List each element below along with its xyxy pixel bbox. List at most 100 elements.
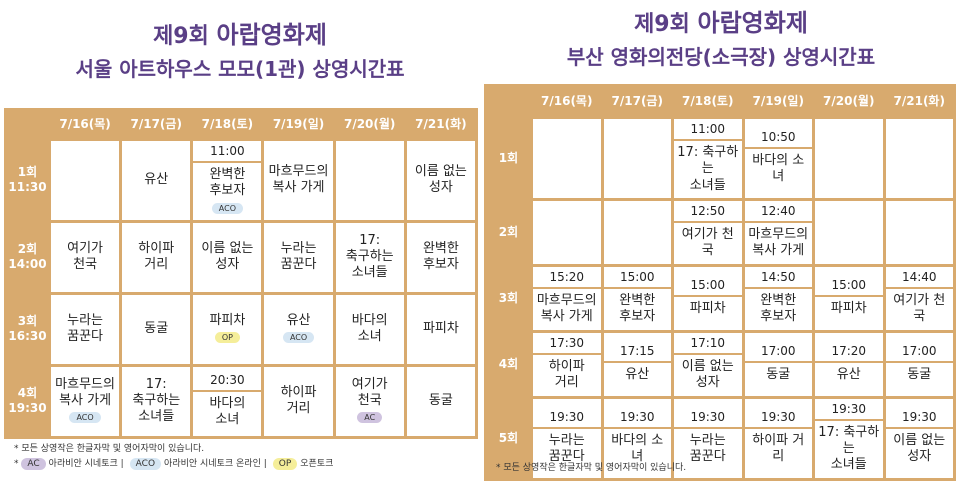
- film-title: [336, 176, 404, 184]
- session-header: 1회 11:30: [4, 138, 51, 223]
- legend-text: 오픈토크: [300, 459, 334, 469]
- screening-time: 11:00: [193, 141, 262, 163]
- screening-cell: [530, 197, 604, 267]
- screening-cell: 누라는 꿈꾼다: [261, 219, 336, 295]
- session-time: 16:30: [8, 329, 47, 344]
- film-title: 바다의 소녀: [209, 396, 246, 428]
- film-title: 누라는 꿈꾼다: [67, 313, 104, 345]
- film-title: 완벽한 후보자: [760, 293, 797, 325]
- film-title: 동굴: [907, 367, 932, 383]
- screening-cell: 10:50 바다의 소녀: [741, 116, 815, 201]
- screening-cell: 이름 없는 성자: [403, 138, 479, 223]
- day-header: 7/18(토): [190, 108, 265, 141]
- schedule-row: 4회 17:30 하이파 거리 17:15 유산 17:10 이름 없는 성자 17:00 동굴…: [484, 329, 956, 399]
- screening-cell: 11:00 완벽한 후보자 ACO: [190, 138, 265, 223]
- screening-cell: 15:00 완벽한 후보자: [600, 263, 674, 333]
- film-title: 동굴: [428, 393, 453, 409]
- right-title-prefix: 제9회: [634, 12, 698, 37]
- session-header: 4회: [484, 329, 533, 399]
- screening-cell: 하이파 거리: [261, 363, 336, 439]
- screening-time: 17:10: [674, 333, 742, 355]
- screening-cell: [812, 197, 886, 267]
- event-badge: OP: [214, 332, 240, 344]
- legend-text: 아라비안 시네토크 온라인 |: [164, 459, 267, 469]
- day-header: 7/21(화): [403, 108, 479, 141]
- screening-time: 19:30: [744, 407, 812, 429]
- film-title: [604, 228, 672, 236]
- film-title: 하이파 거리: [138, 241, 175, 273]
- screening-cell: [530, 116, 604, 201]
- screening-time: 15:00: [815, 275, 883, 298]
- film-title: 마흐무드의 복사 가게: [748, 227, 809, 259]
- screening-cell: 14:40 여기가 천국: [882, 263, 956, 333]
- session-header: 3회 16:30: [4, 291, 51, 367]
- film-title: 누라는 꿈꾼다: [689, 432, 726, 465]
- screening-cell: 12:40 마흐무드의 복사 가게: [741, 197, 815, 267]
- schedule-row: 4회 19:30 마흐무드의 복사 가게 ACO 17: 축구하는 소녀들 20:30 바다…: [4, 363, 479, 439]
- film-title: 하이파 거리: [548, 359, 585, 391]
- event-badge: ACO: [282, 332, 315, 344]
- film-title: 마흐무드의 복사 가게: [268, 164, 329, 196]
- screening-cell: 19:30 누라는 꿈꾼다: [530, 395, 604, 481]
- screening-cell: 여기가 천국: [47, 219, 123, 295]
- screening-time: 17:00: [744, 341, 812, 364]
- screening-cell: 19:30 이름 없는 성자: [882, 395, 956, 481]
- corner-cell: [484, 84, 533, 119]
- film-title: 하이파 거리: [752, 432, 805, 465]
- screening-cell: 17:30 하이파 거리: [530, 329, 604, 399]
- screening-cell: 20:30 바다의 소녀: [190, 363, 265, 439]
- session-header: 1회: [484, 116, 533, 201]
- schedule-row: 3회 16:30 누라는 꿈꾼다 동굴 파피차 OP 유산 ACO 바다의 소녀 파피차: [4, 291, 479, 367]
- screening-time: 15:20: [533, 267, 601, 289]
- screening-time: 10:50: [744, 127, 812, 150]
- legend-badge: OP: [272, 458, 298, 470]
- film-title: 파피차 OP: [209, 313, 246, 344]
- screening-time: 15:00: [603, 267, 671, 289]
- schedule-row: 5회 19:30 누라는 꿈꾼다 19:30 바다의 소녀 19:30 누라는 꿈꾼다 19:…: [484, 395, 956, 481]
- day-header: 7/17(금): [119, 108, 194, 141]
- session-header: 4회 19:30: [4, 363, 51, 439]
- legend-text: 아라비안 시네토크 |: [48, 459, 124, 469]
- left-title-main: 아랍영화제: [216, 21, 327, 49]
- session-label: 5회: [498, 430, 519, 445]
- screening-cell: 14:50 완벽한 후보자: [741, 263, 815, 333]
- film-title: [815, 154, 883, 162]
- screening-time: 17:30: [533, 333, 601, 355]
- screening-cell: 하이파 거리: [119, 219, 194, 295]
- screening-time: 14:40: [885, 267, 953, 289]
- screening-cell: 19:30 17: 축구하는 소녀들: [812, 395, 886, 481]
- schedule-row: 2회 12:50 여기가 천국 12:40 마흐무드의 복사 가게: [484, 197, 956, 267]
- film-title: 하이파 거리: [280, 385, 317, 417]
- screening-cell: 15:20 마흐무드의 복사 가게: [530, 263, 604, 333]
- screening-time: 11:00: [674, 119, 742, 141]
- screening-time: 17:15: [603, 341, 671, 364]
- day-header: 7/20(월): [332, 108, 407, 141]
- session-header: 2회: [484, 197, 533, 267]
- screening-cell: 17:10 이름 없는 성자: [671, 329, 745, 399]
- screening-cell: 17: 축구하는 소녀들: [119, 363, 194, 439]
- screening-time: 12:50: [674, 201, 742, 223]
- screening-cell: 마흐무드의 복사 가게 ACO: [47, 363, 123, 439]
- screening-cell: 17: 축구하는 소녀들: [332, 219, 407, 295]
- film-title: 마흐무드의 복사 가게: [536, 293, 597, 325]
- screening-time: 17:20: [815, 341, 883, 364]
- screening-cell: 19:30 하이파 거리: [741, 395, 815, 481]
- day-header: 7/18(토): [671, 84, 745, 119]
- left-legend: * AC 아라비안 시네토크 | ACO 아라비안 시네토크 온라인 | OP 오픈토크: [14, 458, 334, 470]
- legend-badge: ACO: [129, 458, 162, 470]
- screening-cell: 유산: [119, 138, 194, 223]
- right-footnote: * 모든 상영작은 한글자막 및 영어자막이 있습니다.: [496, 463, 687, 473]
- screening-time: 19:30: [674, 407, 742, 429]
- film-title: 완벽한 후보자: [422, 241, 459, 273]
- film-title: 여기가 천국: [893, 293, 946, 325]
- session-label: 1회: [498, 150, 519, 165]
- film-title: [533, 154, 601, 162]
- event-badge: ACO: [211, 202, 243, 214]
- day-header: 7/21(화): [882, 84, 956, 119]
- screening-cell: 완벽한 후보자: [403, 219, 479, 295]
- session-header: 3회: [484, 263, 533, 333]
- film-title: 이름 없는 성자: [681, 359, 734, 391]
- film-title: [533, 228, 601, 236]
- day-header: 7/19(일): [261, 108, 336, 141]
- session-label: 2회: [498, 224, 519, 239]
